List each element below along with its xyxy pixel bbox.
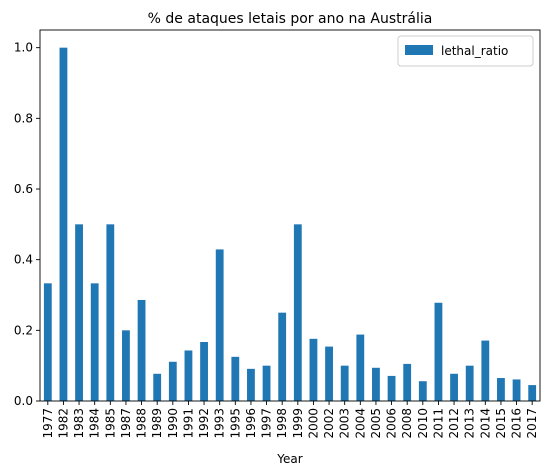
x-tick-label: 1995 [228, 408, 242, 439]
x-tick-label: 1989 [150, 408, 164, 439]
x-tick-label: 1993 [213, 408, 227, 439]
bar-1995 [231, 356, 240, 401]
legend-swatch [405, 45, 433, 55]
bar-2004 [356, 334, 365, 401]
x-tick-label: 1999 [291, 408, 305, 439]
x-tick-label: 2003 [338, 408, 352, 439]
y-tick-label: 0.6 [14, 182, 33, 196]
bar-2011 [434, 302, 443, 401]
y-tick-label: 0.2 [14, 323, 33, 337]
bar-2013 [465, 365, 474, 401]
x-tick-label: 2012 [447, 408, 461, 439]
bar-1985 [106, 224, 115, 401]
bar-1993 [215, 249, 224, 401]
bar-2002 [325, 346, 333, 401]
bar-1987 [122, 330, 130, 401]
bar-2005 [372, 367, 380, 401]
y-tick-label: 0.0 [14, 394, 33, 408]
bar-2000 [309, 338, 318, 401]
bar-1988 [137, 299, 146, 401]
x-tick-label: 2006 [385, 408, 399, 439]
bar-1996 [247, 368, 255, 401]
bar-1999 [293, 224, 302, 401]
bar-1989 [153, 373, 162, 401]
x-tick-label: 2011 [431, 408, 445, 439]
x-tick-label: 1983 [72, 408, 86, 439]
x-tick-label: 1977 [41, 408, 55, 439]
bars-group [43, 47, 537, 402]
x-tick-label: 1984 [88, 408, 102, 439]
bar-1983 [75, 224, 83, 401]
x-tick-label: 1988 [135, 408, 149, 439]
plot-frame [39, 29, 541, 402]
bar-1992 [200, 341, 208, 401]
bar-2014 [481, 340, 490, 401]
x-tick-label: 1991 [181, 408, 195, 439]
x-tick-label: 2013 [463, 408, 477, 439]
bar-1984 [90, 283, 99, 401]
bar-1998 [278, 312, 287, 401]
bar-2003 [340, 365, 349, 401]
x-tick-label: 1997 [260, 408, 274, 439]
bar-2012 [450, 373, 458, 401]
y-tick-label: 1.0 [14, 41, 33, 55]
y-axis: 0.0 0.2 0.4 0.6 0.8 1.0 [14, 41, 40, 408]
y-tick-label: 0.8 [14, 111, 33, 125]
x-tick-label: 1982 [56, 408, 70, 439]
x-tick-label: 1987 [119, 408, 133, 439]
x-tick-label: 2000 [306, 408, 320, 439]
x-tick-label: 2004 [353, 408, 367, 439]
x-tick-label: 1998 [275, 408, 289, 439]
bar-1997 [262, 365, 271, 401]
legend-label-lethal-ratio: lethal_ratio [441, 44, 508, 58]
x-tick-label: 2002 [322, 408, 336, 439]
bar-1982 [59, 47, 68, 402]
x-tick-label: 1992 [197, 408, 211, 439]
x-tick-label: 2015 [494, 408, 508, 439]
x-tick-label: 2005 [369, 408, 383, 439]
x-tick-label: 2016 [510, 408, 524, 439]
bar-1991 [184, 350, 193, 401]
bar-2016 [512, 379, 521, 401]
x-axis-label: Year [276, 452, 302, 466]
bar-2015 [497, 378, 505, 401]
x-tick-label: 2008 [400, 408, 414, 439]
bar-1977 [43, 283, 52, 401]
x-tick-label: 1996 [244, 408, 258, 439]
legend-box [397, 35, 534, 67]
bar-2008 [403, 363, 412, 401]
bar-2006 [387, 375, 396, 401]
y-tick-label: 0.4 [14, 253, 33, 267]
x-tick-label: 2014 [478, 408, 492, 439]
x-axis: 1977 1982 1983 1984 1985 1987 1988 1989 1990 1991… [41, 401, 539, 439]
bar-1990 [168, 361, 177, 401]
legend: lethal_ratio [397, 35, 534, 67]
bar-2010 [418, 381, 427, 401]
x-tick-label: 1985 [103, 408, 117, 439]
chart-title: % de ataques letais por ano na Austrália [148, 11, 433, 27]
x-tick-label: 2017 [525, 408, 539, 439]
x-tick-label: 2010 [416, 408, 430, 439]
x-tick-label: 1990 [166, 408, 180, 439]
bar-2017 [528, 385, 537, 401]
